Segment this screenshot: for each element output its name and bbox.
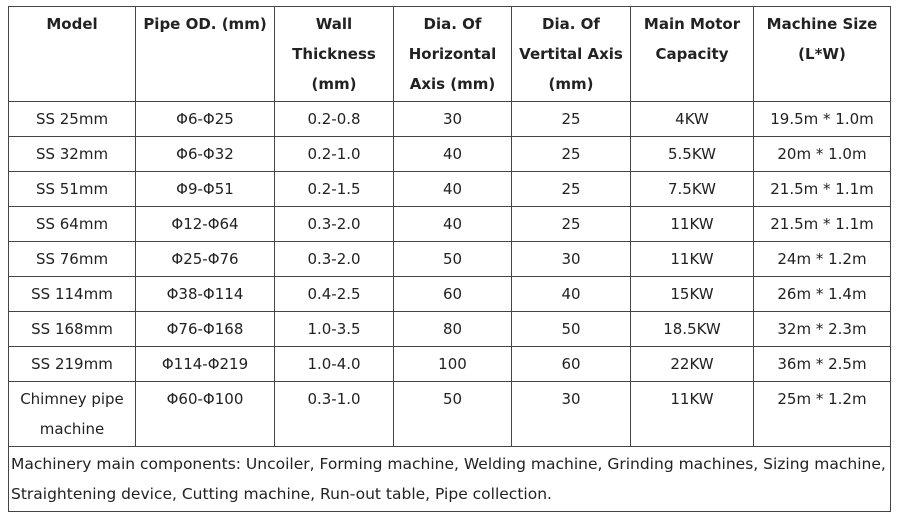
table-cell: 80 bbox=[393, 311, 512, 347]
table-cell: 40 bbox=[393, 171, 512, 207]
table-cell: 40 bbox=[511, 276, 631, 312]
table-cell: SS 25mm bbox=[8, 101, 136, 137]
table-cell: 40 bbox=[393, 136, 512, 172]
table-cell: 19.5m * 1.0m bbox=[753, 101, 891, 137]
table-cell: SS 168mm bbox=[8, 311, 136, 347]
table-cell: 30 bbox=[511, 381, 631, 447]
note-cell: Machinery main components: Uncoiler, For… bbox=[8, 446, 891, 512]
table-row: Chimney pipe machine Φ60-Φ100 0.3-1.0 50 30 1… bbox=[8, 381, 891, 447]
table-cell: 15KW bbox=[630, 276, 754, 312]
table-cell: 25 bbox=[511, 206, 631, 242]
table-cell: 0.4-2.5 bbox=[274, 276, 394, 312]
table-cell: 11KW bbox=[630, 381, 754, 447]
table-cell: 100 bbox=[393, 346, 512, 382]
table-cell: 60 bbox=[511, 346, 631, 382]
table-cell: Φ38-Φ114 bbox=[135, 276, 275, 312]
table-row: SS 114mm Φ38-Φ114 0.4-2.5 60 40 15KW 26m * 1.4… bbox=[8, 276, 891, 312]
table-cell: 40 bbox=[393, 206, 512, 242]
table-cell: 1.0-3.5 bbox=[274, 311, 394, 347]
table-cell: 20m * 1.0m bbox=[753, 136, 891, 172]
table-cell: SS 114mm bbox=[8, 276, 136, 312]
table-body: SS 25mm Φ6-Φ25 0.2-0.8 30 25 4KW 19.5m * 1.0m S… bbox=[8, 101, 891, 512]
table-cell: Φ9-Φ51 bbox=[135, 171, 275, 207]
note-row: Machinery main components: Uncoiler, For… bbox=[8, 446, 891, 512]
table-row: SS 25mm Φ6-Φ25 0.2-0.8 30 25 4KW 19.5m * 1.0m bbox=[8, 101, 891, 137]
table-cell: 5.5KW bbox=[630, 136, 754, 172]
table-row: SS 32mm Φ6-Φ32 0.2-1.0 40 25 5.5KW 20m * 1.0m bbox=[8, 136, 891, 172]
table-cell: 0.2-0.8 bbox=[274, 101, 394, 137]
table-cell: Φ60-Φ100 bbox=[135, 381, 275, 447]
table-cell: 50 bbox=[511, 311, 631, 347]
table-cell: 21.5m * 1.1m bbox=[753, 206, 891, 242]
table-cell: 4KW bbox=[630, 101, 754, 137]
table-cell: 32m * 2.3m bbox=[753, 311, 891, 347]
header-row: Model Pipe OD. (mm) Wall Thickness (mm) Dia… bbox=[8, 6, 891, 102]
header-cell: Model bbox=[8, 6, 136, 102]
header-cell: Main Motor Capacity bbox=[630, 6, 754, 102]
header-cell: Pipe OD. (mm) bbox=[135, 6, 275, 102]
table-cell: 25 bbox=[511, 101, 631, 137]
table-cell: 36m * 2.5m bbox=[753, 346, 891, 382]
table-cell: 0.3-1.0 bbox=[274, 381, 394, 447]
table-cell: 0.2-1.5 bbox=[274, 171, 394, 207]
table-cell: 30 bbox=[393, 101, 512, 137]
table-cell: 25m * 1.2m bbox=[753, 381, 891, 447]
table-cell: 0.3-2.0 bbox=[274, 206, 394, 242]
table-row: SS 51mm Φ9-Φ51 0.2-1.5 40 25 7.5KW 21.5m * 1.1… bbox=[8, 171, 891, 207]
header-cell: Wall Thickness (mm) bbox=[274, 6, 394, 102]
table-cell: SS 76mm bbox=[8, 241, 136, 277]
table-cell: 24m * 1.2m bbox=[753, 241, 891, 277]
page: Model Pipe OD. (mm) Wall Thickness (mm) Dia… bbox=[8, 6, 891, 512]
table-cell: 50 bbox=[393, 241, 512, 277]
table-cell: 18.5KW bbox=[630, 311, 754, 347]
table-cell: 21.5m * 1.1m bbox=[753, 171, 891, 207]
table-cell: Φ25-Φ76 bbox=[135, 241, 275, 277]
table-cell: 1.0-4.0 bbox=[274, 346, 394, 382]
table-cell: Φ76-Φ168 bbox=[135, 311, 275, 347]
table-cell: 25 bbox=[511, 171, 631, 207]
table-cell: Φ12-Φ64 bbox=[135, 206, 275, 242]
table-row: SS 168mm Φ76-Φ168 1.0-3.5 80 50 18.5KW 32m * 2… bbox=[8, 311, 891, 347]
table-cell: 11KW bbox=[630, 206, 754, 242]
table-cell: 50 bbox=[393, 381, 512, 447]
table-cell: Φ114-Φ219 bbox=[135, 346, 275, 382]
table-row: SS 64mm Φ12-Φ64 0.3-2.0 40 25 11KW 21.5m * 1.1… bbox=[8, 206, 891, 242]
header-cell: Machine Size (L*W) bbox=[753, 6, 891, 102]
table-cell: 0.2-1.0 bbox=[274, 136, 394, 172]
table-cell: 60 bbox=[393, 276, 512, 312]
table-cell: 22KW bbox=[630, 346, 754, 382]
table-row: SS 219mm Φ114-Φ219 1.0-4.0 100 60 22KW 36m * 2… bbox=[8, 346, 891, 382]
table-cell: 25 bbox=[511, 136, 631, 172]
table-cell: Chimney pipe machine bbox=[8, 381, 136, 447]
header-cell: Dia. Of Vertital Axis (mm) bbox=[511, 6, 631, 102]
table-cell: Φ6-Φ25 bbox=[135, 101, 275, 137]
table-cell: SS 32mm bbox=[8, 136, 136, 172]
table-cell: Φ6-Φ32 bbox=[135, 136, 275, 172]
table-cell: 30 bbox=[511, 241, 631, 277]
table-row: SS 76mm Φ25-Φ76 0.3-2.0 50 30 11KW 24m * 1.2m bbox=[8, 241, 891, 277]
table-cell: 11KW bbox=[630, 241, 754, 277]
table-cell: 26m * 1.4m bbox=[753, 276, 891, 312]
table-cell: SS 219mm bbox=[8, 346, 136, 382]
table-cell: 7.5KW bbox=[630, 171, 754, 207]
header-cell: Dia. Of Horizontal Axis (mm) bbox=[393, 6, 512, 102]
table-cell: 0.3-2.0 bbox=[274, 241, 394, 277]
table-cell: SS 51mm bbox=[8, 171, 136, 207]
table-cell: SS 64mm bbox=[8, 206, 136, 242]
spec-table: Model Pipe OD. (mm) Wall Thickness (mm) Dia… bbox=[8, 6, 891, 512]
